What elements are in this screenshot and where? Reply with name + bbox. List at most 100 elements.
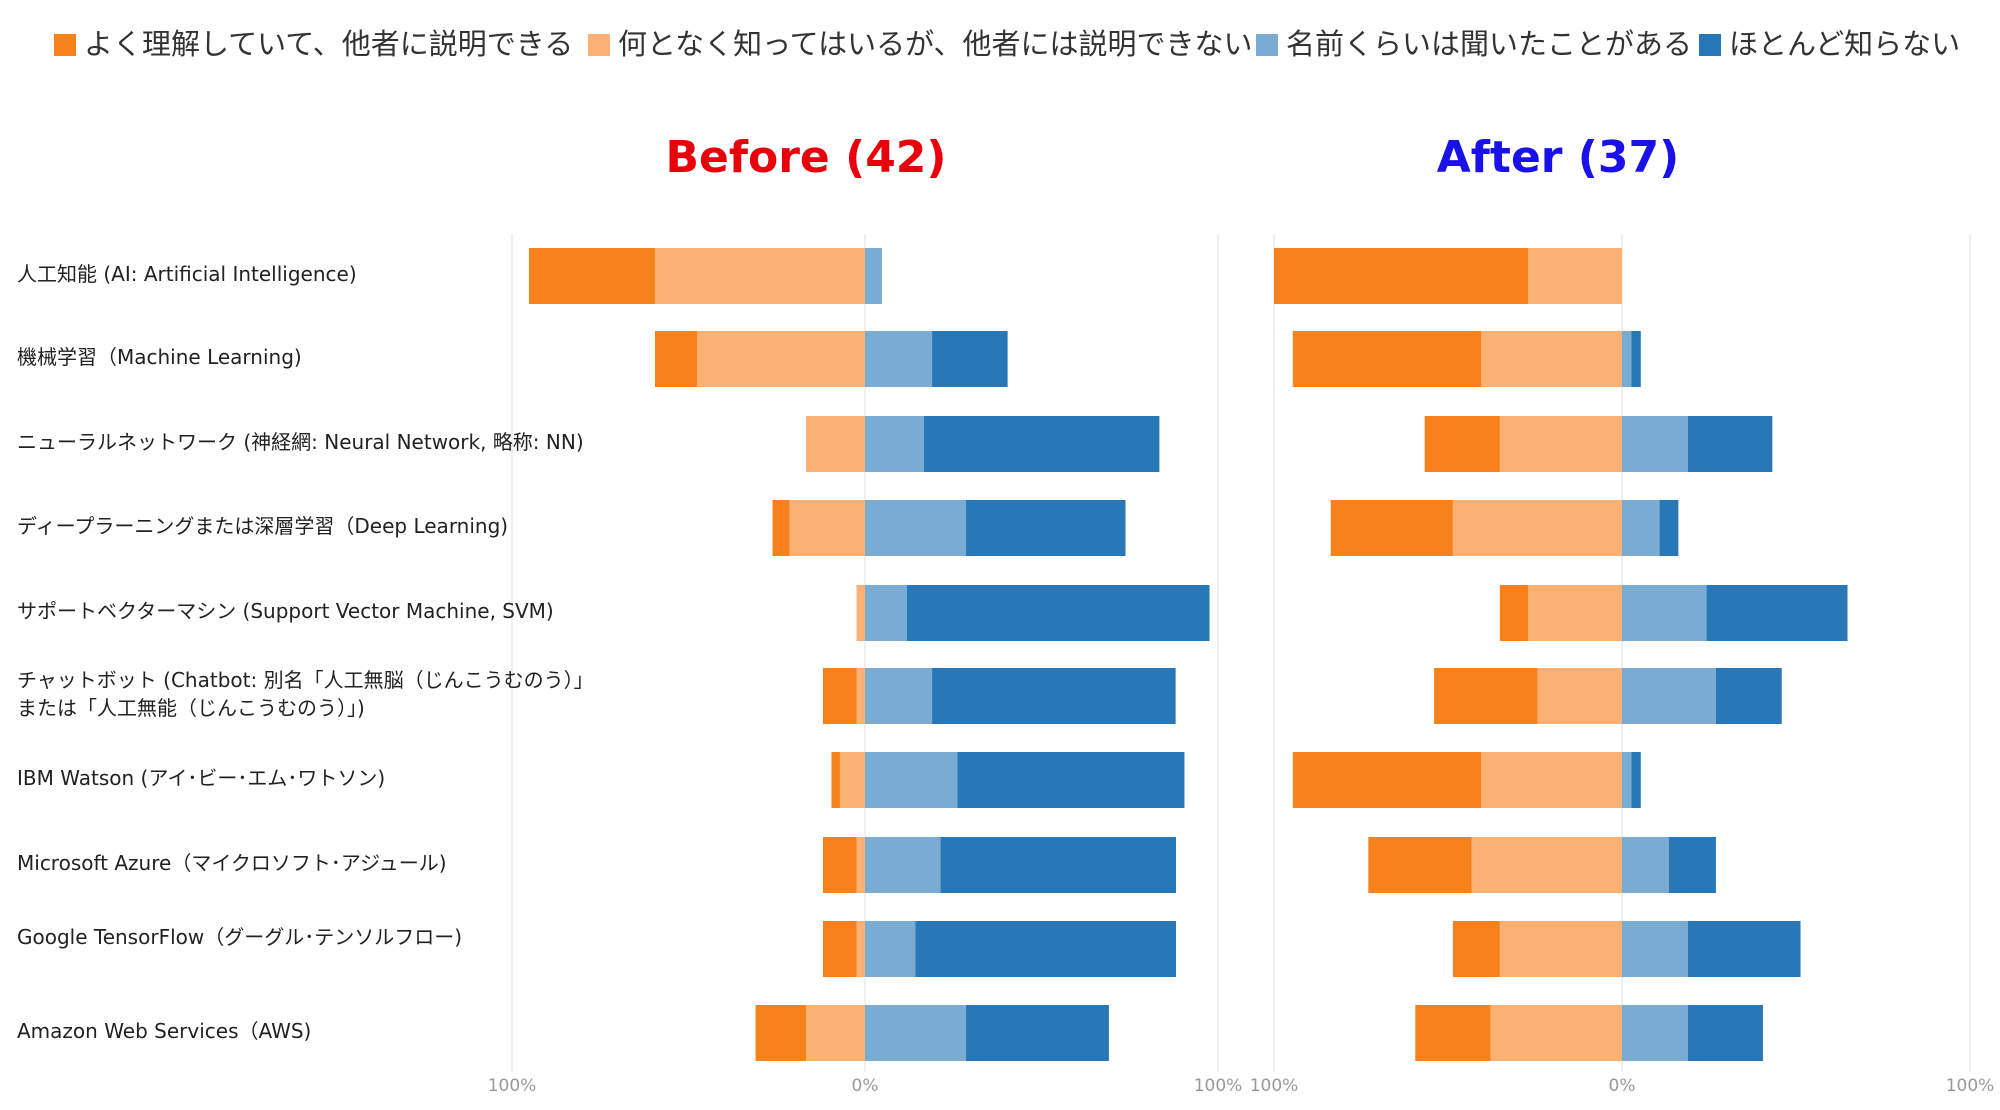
category-label: ディープラーニングまたは深層学習（Deep Learning): [17, 514, 509, 538]
bar-segment: [1499, 416, 1622, 472]
bar-segment: [940, 837, 1176, 893]
legend-label: ほとんど知らない: [1729, 27, 1960, 61]
bar-segment: [1622, 585, 1707, 641]
bar-segment: [1706, 585, 1848, 641]
bar-segment: [1622, 837, 1669, 893]
bar-segment: [865, 1005, 966, 1061]
bar-segment: [856, 585, 865, 641]
bar-segment: [923, 416, 1160, 472]
bar-segment: [755, 1005, 807, 1061]
bar-segment: [1292, 752, 1482, 808]
x-tick-label: 100%: [488, 1076, 537, 1096]
x-tick-label: 100%: [1250, 1076, 1299, 1096]
category-label: 機械学習（Machine Learning): [17, 345, 302, 369]
bar-segment: [1434, 668, 1538, 724]
bar-segment: [856, 668, 865, 724]
bar-segment: [1368, 837, 1472, 893]
bar-segment: [907, 585, 1210, 641]
category-label: Microsoft Azure（マイクロソフト･アジュール): [17, 851, 447, 875]
bar-segment: [865, 752, 958, 808]
bar-segment: [856, 837, 865, 893]
bar-segment: [1528, 248, 1622, 304]
bar-segment: [915, 921, 1176, 977]
bar-segment: [965, 1005, 1109, 1061]
bar-segment: [1622, 668, 1716, 724]
bar-segment: [1687, 1005, 1763, 1061]
bar-segment: [528, 248, 655, 304]
bar-segment: [806, 416, 865, 472]
x-tick-label: 0%: [1609, 1076, 1636, 1096]
bar-segment: [696, 331, 865, 387]
bar-segment: [865, 921, 916, 977]
bar-segment: [822, 837, 857, 893]
bar-segment: [1622, 921, 1688, 977]
bar-segment: [1631, 331, 1641, 387]
bar-segment: [865, 416, 924, 472]
panel-title: After (37): [1437, 132, 1680, 183]
bar-segment: [1481, 331, 1622, 387]
bar-segment: [1622, 331, 1632, 387]
bar-segment: [1687, 921, 1801, 977]
bar-segment: [932, 331, 1008, 387]
bar-segment: [1481, 752, 1622, 808]
category-label: チャットボット (Chatbot: 別名「人工無脳（じんこうむのう）」 または「…: [17, 668, 594, 720]
bar-segment: [1415, 1005, 1491, 1061]
bar-segment: [1528, 585, 1622, 641]
bar-segment: [1452, 921, 1500, 977]
bar-segment: [1659, 500, 1679, 556]
bar-segment: [1490, 1005, 1622, 1061]
bar-segment: [865, 500, 966, 556]
bar-segment: [1631, 752, 1641, 808]
bar-segment: [1622, 416, 1688, 472]
bar-segment: [957, 752, 1185, 808]
category-label: ニューラルネットワーク (神経網: Neural Network, 略称: NN…: [17, 430, 584, 454]
bar-segment: [1622, 500, 1660, 556]
x-tick-label: 100%: [1946, 1076, 1995, 1096]
legend-label: 何となく知ってはいるが、他者には説明できない: [618, 27, 1253, 61]
bar-segment: [1471, 837, 1622, 893]
panel-title: Before (42): [665, 132, 946, 183]
bar-segment: [865, 668, 933, 724]
legend-swatch: [1256, 34, 1278, 56]
bar-segment: [1537, 668, 1622, 724]
bar-segment: [865, 585, 908, 641]
legend-label: 名前くらいは聞いたことがある: [1286, 27, 1692, 61]
bar-segment: [1622, 752, 1632, 808]
x-tick-label: 100%: [1194, 1076, 1243, 1096]
bar-segment: [865, 331, 933, 387]
bar-segment: [1292, 331, 1482, 387]
bar-segment: [1499, 585, 1529, 641]
bar-segment: [1715, 668, 1782, 724]
category-label: 人工知能 (AI: Artificial Intelligence): [17, 262, 357, 286]
bar-segment: [932, 668, 1176, 724]
bar-segment: [1687, 416, 1773, 472]
bar-segment: [789, 500, 865, 556]
bar-segment: [654, 248, 865, 304]
bar-segment: [822, 921, 857, 977]
legend-swatch: [1699, 34, 1721, 56]
bar-segment: [1622, 1005, 1688, 1061]
bar-segment: [1274, 248, 1529, 304]
category-label: サポートベクターマシン (Support Vector Machine, SVM…: [17, 599, 554, 623]
category-label: Amazon Web Services（AWS): [17, 1019, 312, 1043]
bar-segment: [1424, 416, 1500, 472]
legend-swatch: [54, 34, 76, 56]
legend-swatch: [588, 34, 610, 56]
bar-segment: [654, 331, 697, 387]
bar-segment: [965, 500, 1126, 556]
bar-segment: [806, 1005, 865, 1061]
x-tick-label: 0%: [852, 1076, 879, 1096]
bar-segment: [822, 668, 857, 724]
category-label: Google TensorFlow（グーグル･テンソルフロー): [17, 925, 463, 949]
bar-segment: [831, 752, 840, 808]
category-label: IBM Watson (アイ･ビー･エム･ワトソン): [17, 766, 386, 790]
legend-label: よく理解していて、他者に説明できる: [84, 27, 573, 61]
bar-segment: [772, 500, 790, 556]
bar-segment: [1499, 921, 1622, 977]
bar-segment: [865, 248, 882, 304]
bar-segment: [1668, 837, 1716, 893]
bar-segment: [1330, 500, 1453, 556]
bar-segment: [1452, 500, 1622, 556]
